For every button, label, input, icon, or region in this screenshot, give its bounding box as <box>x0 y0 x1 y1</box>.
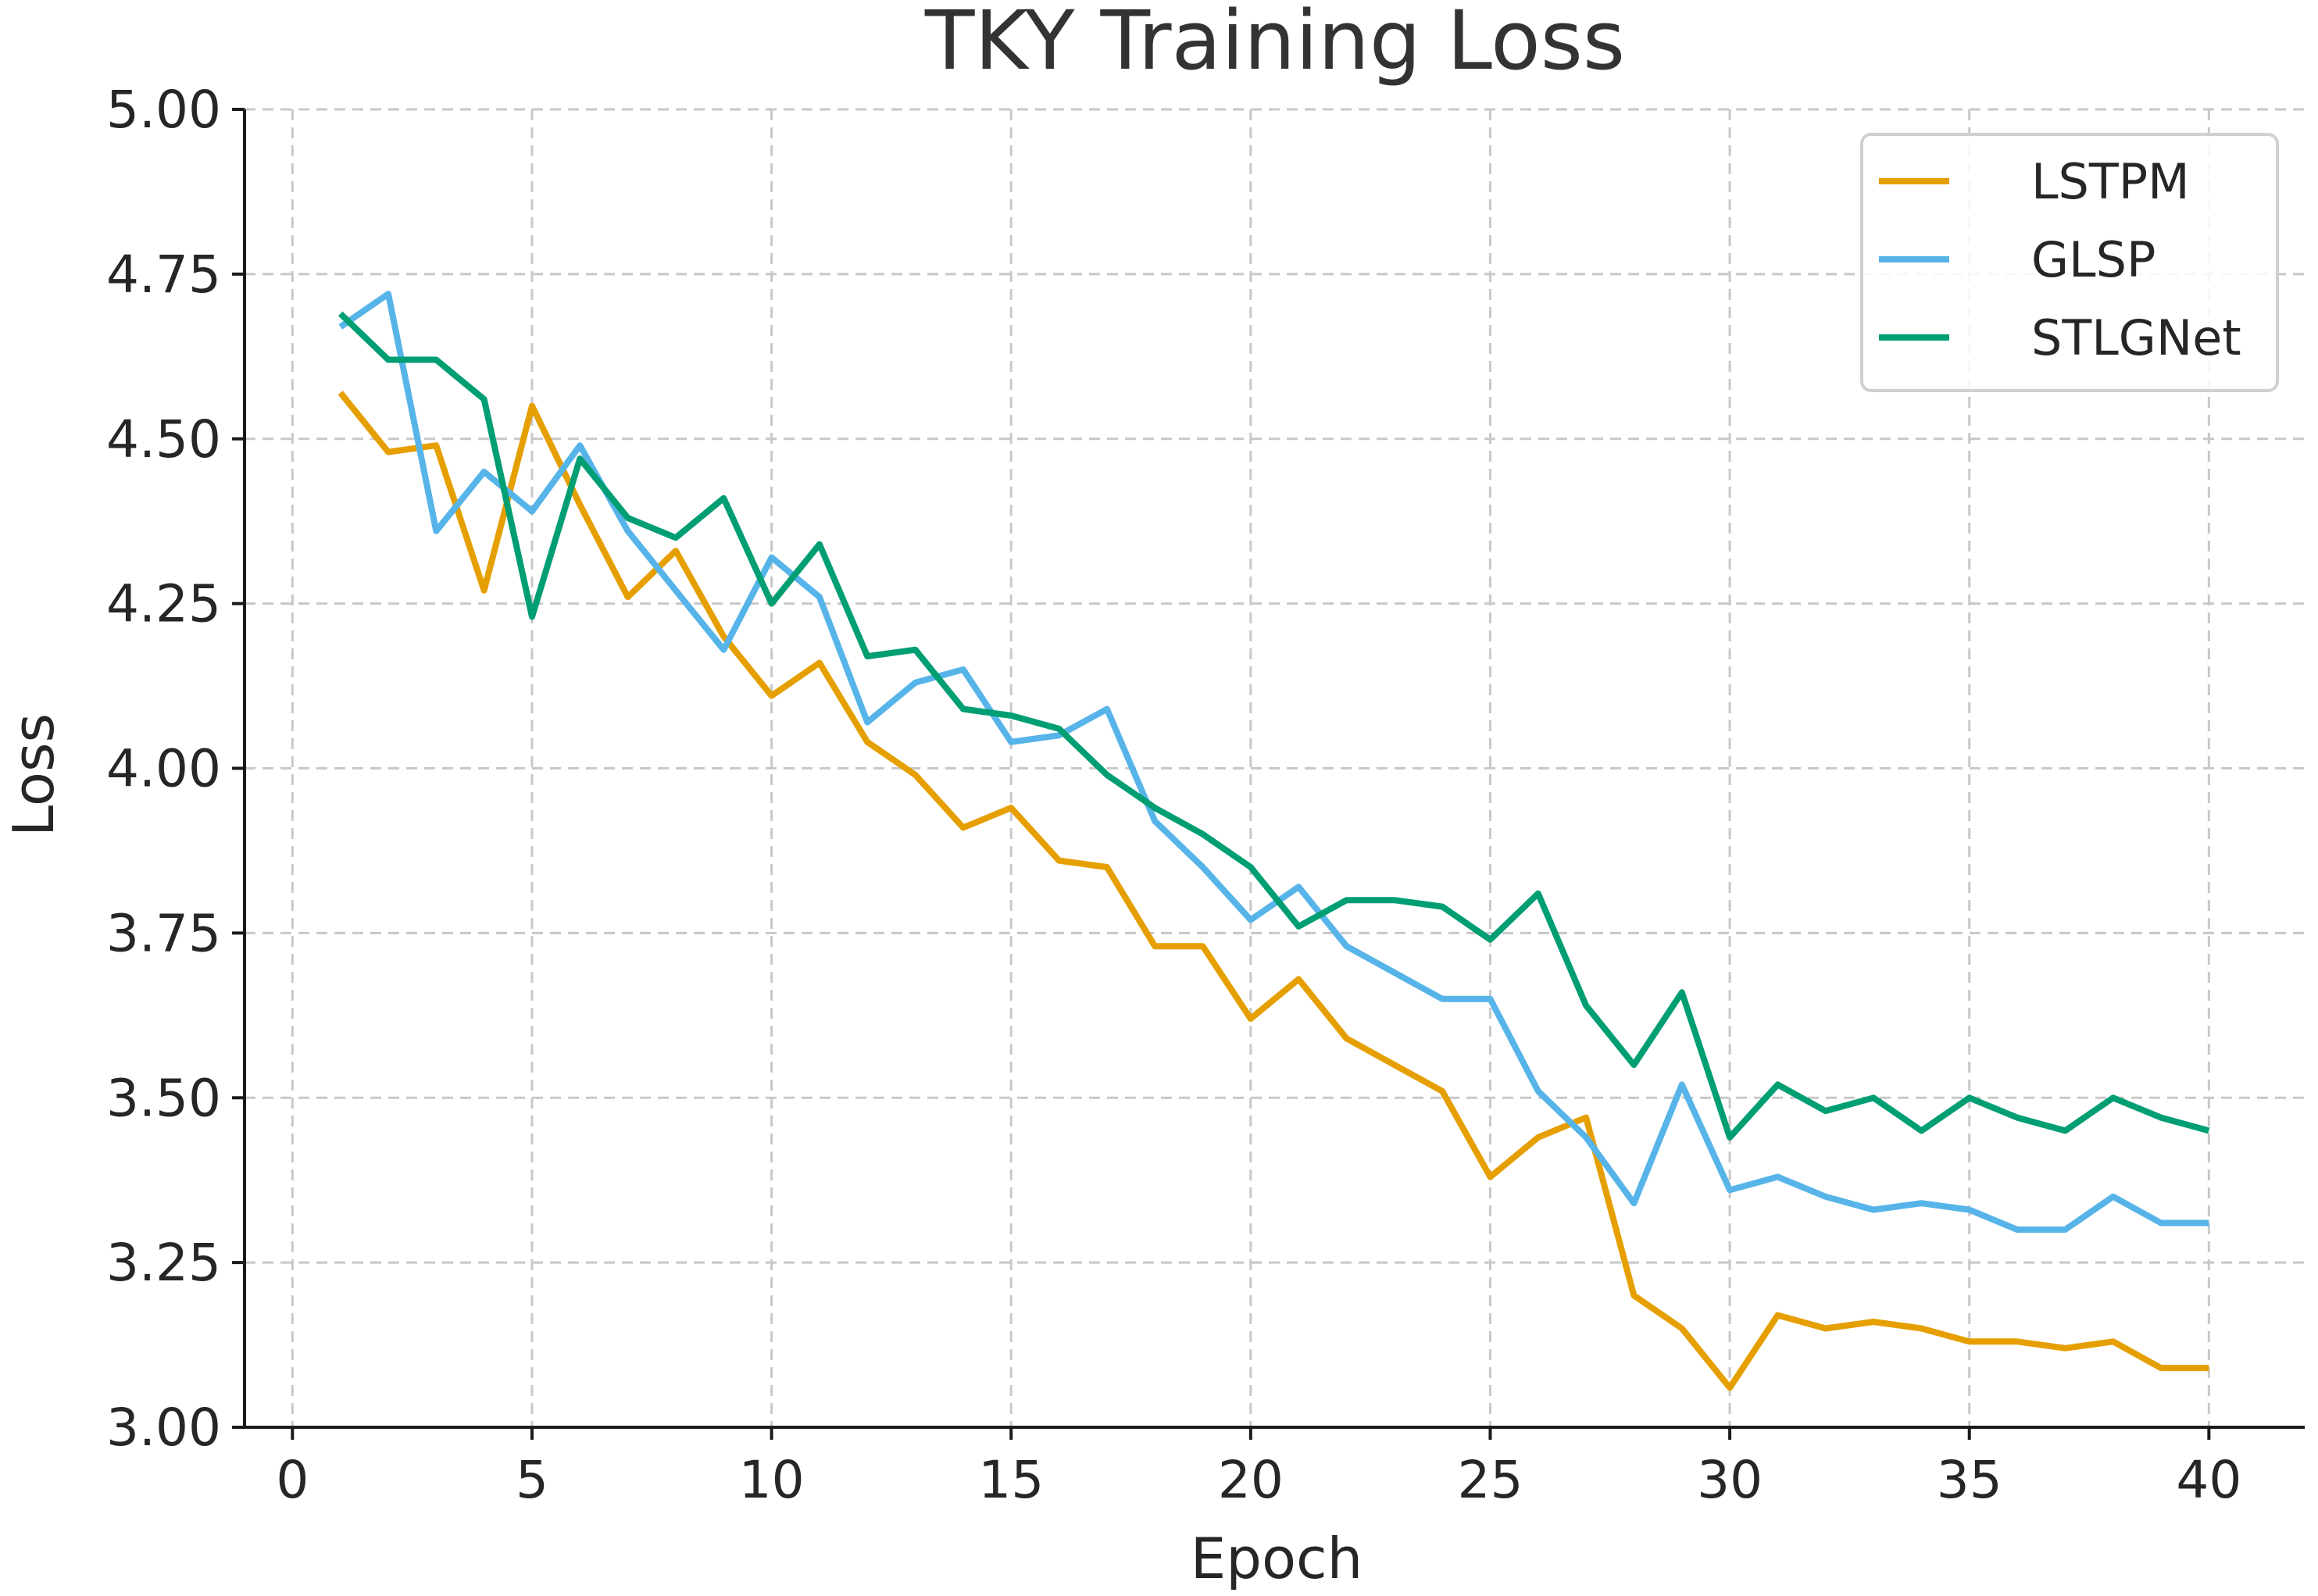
series-line-glsp <box>338 291 2209 1233</box>
y-tick-label: 4.25 <box>106 574 221 634</box>
x-tick-label: 35 <box>1937 1450 2002 1510</box>
y-tick-label: 3.25 <box>106 1233 221 1293</box>
series-line-stlgnet <box>338 311 2210 1141</box>
legend: LSTPM GLSP STLGNet <box>1860 133 2279 392</box>
y-tick-label: 4.00 <box>106 739 221 799</box>
y-tick-label: 3.00 <box>106 1398 221 1458</box>
y-tick-label: 5.00 <box>106 80 221 140</box>
y-tick-label: 3.75 <box>106 903 221 963</box>
x-tick-label: 10 <box>739 1450 805 1510</box>
x-tick-label: 25 <box>1457 1450 1523 1510</box>
x-axis-title: Epoch <box>1191 1526 1363 1591</box>
chart-title: TKY Training Loss <box>924 0 1625 88</box>
x-tick-label: 30 <box>1697 1450 1763 1510</box>
y-tick-label: 4.75 <box>106 245 221 305</box>
x-tick-label: 5 <box>516 1450 548 1510</box>
legend-label-glsp: GLSP <box>2031 231 2155 288</box>
axes <box>232 108 2305 1440</box>
y-axis-title: Loss <box>1 713 66 837</box>
tick-labels: 0 5 10 15 20 25 30 35 40 3.00 3.25 3.50 3.75 4.00 4.25… <box>106 80 2241 1510</box>
series-line-lstpm <box>338 391 2209 1391</box>
y-tick-label: 3.50 <box>106 1068 221 1128</box>
x-tick-label: 0 <box>276 1450 309 1510</box>
legend-label-lstpm: LSTPM <box>2031 153 2190 210</box>
legend-frame <box>1860 133 2279 392</box>
x-tick-label: 20 <box>1218 1450 1284 1510</box>
x-tick-label: 15 <box>978 1450 1044 1510</box>
y-tick-label: 4.50 <box>106 409 221 470</box>
x-tick-label: 40 <box>2176 1450 2241 1510</box>
series-lines <box>338 291 2210 1391</box>
legend-label-stlgnet: STLGNet <box>2031 309 2241 366</box>
